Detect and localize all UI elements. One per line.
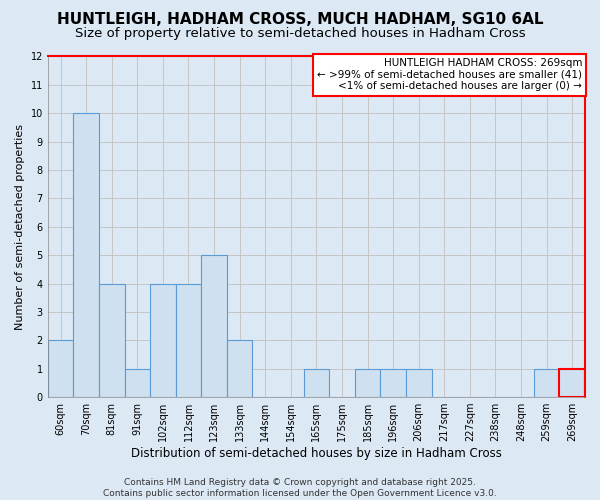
Bar bbox=[201, 255, 227, 397]
Bar bbox=[380, 368, 406, 397]
Text: Contains HM Land Registry data © Crown copyright and database right 2025.
Contai: Contains HM Land Registry data © Crown c… bbox=[103, 478, 497, 498]
Bar bbox=[150, 284, 176, 397]
Bar bbox=[73, 114, 99, 397]
X-axis label: Distribution of semi-detached houses by size in Hadham Cross: Distribution of semi-detached houses by … bbox=[131, 447, 502, 460]
Text: HUNTLEIGH HADHAM CROSS: 269sqm
← >99% of semi-detached houses are smaller (41)
<: HUNTLEIGH HADHAM CROSS: 269sqm ← >99% of… bbox=[317, 58, 583, 92]
Text: Size of property relative to semi-detached houses in Hadham Cross: Size of property relative to semi-detach… bbox=[74, 28, 526, 40]
Bar bbox=[48, 340, 73, 397]
Y-axis label: Number of semi-detached properties: Number of semi-detached properties bbox=[15, 124, 25, 330]
Bar bbox=[99, 284, 125, 397]
Text: HUNTLEIGH, HADHAM CROSS, MUCH HADHAM, SG10 6AL: HUNTLEIGH, HADHAM CROSS, MUCH HADHAM, SG… bbox=[57, 12, 543, 28]
Bar bbox=[304, 368, 329, 397]
Bar bbox=[355, 368, 380, 397]
Bar bbox=[227, 340, 253, 397]
Bar bbox=[559, 368, 585, 397]
Bar bbox=[176, 284, 201, 397]
Bar bbox=[534, 368, 559, 397]
Bar bbox=[125, 368, 150, 397]
Bar bbox=[406, 368, 431, 397]
